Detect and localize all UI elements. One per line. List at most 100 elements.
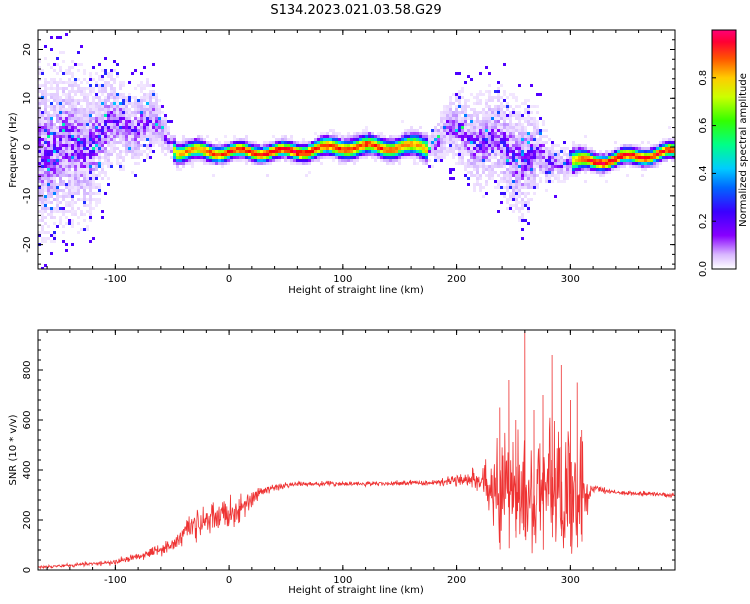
spectrogram-cell xyxy=(551,162,554,165)
spectrogram-cell xyxy=(467,177,470,180)
spectrogram-cell xyxy=(662,141,665,144)
spectrogram-cell xyxy=(368,150,371,153)
spectrogram-cell xyxy=(134,147,137,150)
spectrogram-cell xyxy=(614,168,617,171)
spectrogram-cell xyxy=(533,153,536,156)
spectrogram-cell xyxy=(68,96,71,99)
spectrogram-cell xyxy=(527,204,530,207)
spectrogram-cell xyxy=(59,96,62,99)
spectrogram-cell xyxy=(56,93,59,96)
spectrogram-cell xyxy=(95,168,98,171)
spectrogram-cell xyxy=(464,102,467,105)
spectrogram-cell xyxy=(245,135,248,138)
spectrogram-cell xyxy=(356,132,359,135)
spectrogram-cell xyxy=(494,111,497,114)
spectrogram-cell xyxy=(488,84,491,87)
spectrogram-cell xyxy=(389,135,392,138)
spectrogram-cell xyxy=(113,117,116,120)
spectrogram-cell xyxy=(347,150,350,153)
spectrogram-cell xyxy=(275,141,278,144)
spectrogram-cell xyxy=(533,120,536,123)
spectrogram-cell xyxy=(56,198,59,201)
spectrogram-cell xyxy=(326,150,329,153)
spectrogram-cell xyxy=(128,120,131,123)
spectrogram-cell xyxy=(80,153,83,156)
spectrogram-cell xyxy=(89,72,92,75)
spectrogram-cell xyxy=(518,183,521,186)
spectrogram-cell xyxy=(77,120,80,123)
spectrogram-cell xyxy=(266,150,269,153)
spectrogram-cell xyxy=(488,111,491,114)
spectrogram-cell xyxy=(47,138,50,141)
spectrogram-cell xyxy=(500,150,503,153)
spectrogram-cell xyxy=(110,147,113,150)
spectrogram-cell xyxy=(428,135,431,138)
spectrogram-cell xyxy=(311,159,314,162)
spectrogram-cell xyxy=(71,75,74,78)
spectrogram-cell xyxy=(464,141,467,144)
spectrogram-cell xyxy=(74,168,77,171)
spectrogram-cell xyxy=(617,165,620,168)
spectrogram-cell xyxy=(377,141,380,144)
spectrogram-cell xyxy=(431,129,434,132)
spectrogram-cell xyxy=(362,129,365,132)
spectrogram-cell xyxy=(644,153,647,156)
spectrogram-cell xyxy=(80,144,83,147)
spectrogram-cell xyxy=(104,111,107,114)
spectrogram-cell xyxy=(56,174,59,177)
spectrogram-cell xyxy=(149,105,152,108)
spectrogram-cell xyxy=(479,99,482,102)
spectrogram-cell xyxy=(539,171,542,174)
spectrogram-cell xyxy=(314,150,317,153)
spectrogram-cell xyxy=(221,153,224,156)
spectrogram-cell xyxy=(167,147,170,150)
spectrogram-cell xyxy=(362,156,365,159)
spectrogram-cell xyxy=(239,147,242,150)
spectrogram-cell xyxy=(182,156,185,159)
spectrogram-cell xyxy=(485,183,488,186)
spectrogram-cell xyxy=(557,159,560,162)
spectrogram-cell xyxy=(536,93,539,96)
spectrogram-cell xyxy=(89,144,92,147)
spectrogram-cell xyxy=(452,120,455,123)
spectrogram-cell xyxy=(98,201,101,204)
spectrogram-cell xyxy=(113,129,116,132)
spectrogram-cell xyxy=(56,186,59,189)
spectrogram-cell xyxy=(521,186,524,189)
spectrogram-cell xyxy=(215,156,218,159)
spectrogram-cell xyxy=(485,111,488,114)
spectrogram-cell xyxy=(200,135,203,138)
spectrogram-cell xyxy=(305,147,308,150)
spectrogram-cell xyxy=(269,150,272,153)
spectrogram-cell xyxy=(455,141,458,144)
spectrogram-cell xyxy=(359,138,362,141)
spectrogram-cell xyxy=(101,111,104,114)
spectrogram-cell xyxy=(395,153,398,156)
spectrogram-cell xyxy=(92,177,95,180)
spectrogram-cell xyxy=(86,93,89,96)
spectrogram-cell xyxy=(134,123,137,126)
spectrogram-cell xyxy=(482,195,485,198)
spectrogram-cell xyxy=(221,165,224,168)
spectrogram-cell xyxy=(596,156,599,159)
spectrogram-cell xyxy=(470,123,473,126)
spectrogram-cell xyxy=(125,126,128,129)
spectrogram-cell xyxy=(56,138,59,141)
spectrogram-cell xyxy=(74,189,77,192)
spectrogram-cell xyxy=(95,102,98,105)
spectrogram-cell xyxy=(638,150,641,153)
spectrogram-cell xyxy=(164,144,167,147)
spectrogram-cell xyxy=(89,126,92,129)
spectrogram-cell xyxy=(233,144,236,147)
spectrogram-cell xyxy=(494,117,497,120)
spectrogram-cell xyxy=(542,150,545,153)
spectrogram-cell xyxy=(422,153,425,156)
spectrogram-xtick-label: 300 xyxy=(561,274,580,285)
spectrogram-cell xyxy=(548,159,551,162)
spectrogram-cell xyxy=(80,174,83,177)
spectrogram-cell xyxy=(86,159,89,162)
spectrogram-cell xyxy=(77,87,80,90)
spectrogram-cell xyxy=(659,156,662,159)
spectrogram-cell xyxy=(128,93,131,96)
spectrogram-cell xyxy=(599,168,602,171)
